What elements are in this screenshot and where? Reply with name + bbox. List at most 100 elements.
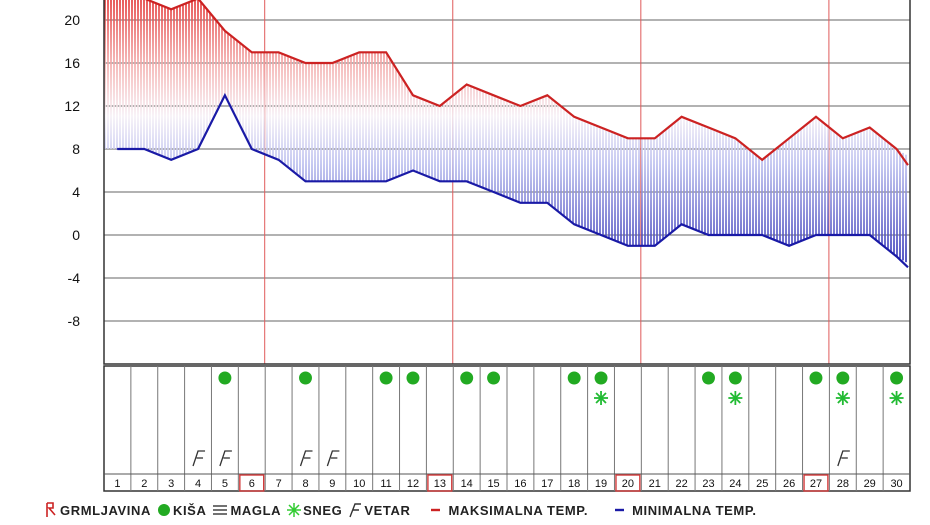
rain-icon	[567, 371, 581, 385]
day-label: 16	[514, 478, 526, 490]
legend-item: MAGLA	[212, 503, 281, 518]
data-point	[439, 105, 441, 107]
legend-label: GRMLJAVINA	[60, 502, 151, 518]
y-tick-label: 8	[72, 141, 80, 157]
data-point	[116, 148, 119, 150]
wind-icon	[299, 450, 313, 467]
data-point	[600, 234, 602, 236]
data-point	[627, 244, 629, 247]
day-label: 24	[729, 478, 741, 490]
data-point	[331, 62, 334, 64]
snow-icon	[594, 391, 609, 405]
wind-stroke	[299, 450, 313, 467]
day-label: 3	[168, 478, 174, 490]
day-label: 21	[649, 478, 661, 490]
day-label: 9	[329, 478, 335, 490]
legend-item: MINIMALNA TEMP.	[610, 503, 757, 518]
plot-frame	[103, 0, 911, 365]
data-point	[788, 244, 790, 247]
data-point	[573, 115, 575, 118]
day-label: 29	[864, 478, 876, 490]
data-point	[707, 126, 710, 129]
rain-icon	[728, 371, 742, 385]
day-label: 7	[276, 478, 282, 490]
data-point	[412, 94, 414, 97]
data-point	[224, 94, 226, 97]
weekend-day-box	[803, 474, 829, 492]
legend-label: VETAR	[364, 502, 411, 518]
data-point	[465, 83, 468, 86]
weather-panel	[103, 365, 911, 492]
y-tick-label: 4	[72, 184, 80, 200]
data-point	[519, 105, 522, 107]
snow-icon	[835, 391, 850, 405]
data-point	[734, 137, 737, 140]
data-point	[546, 94, 549, 97]
legend-label: SNEG	[303, 502, 343, 518]
weekend-day-box	[615, 474, 641, 492]
y-tick-label: 20	[64, 12, 80, 28]
rain-icon	[460, 371, 474, 385]
weekend-day-box	[239, 474, 265, 492]
day-label: 1	[114, 478, 120, 490]
data-point	[868, 234, 871, 236]
data-point	[761, 234, 764, 236]
legend-item: VETAR	[348, 502, 410, 518]
day-label: 28	[837, 478, 849, 490]
data-point	[304, 62, 307, 64]
data-point	[842, 137, 844, 140]
rain-icon	[890, 371, 904, 385]
temperature-lines	[116, 0, 909, 269]
wind-stroke	[192, 450, 206, 467]
data-point	[653, 244, 656, 247]
data-point	[331, 180, 334, 183]
data-point	[895, 255, 898, 258]
wind-stroke	[326, 450, 340, 467]
wind-stroke	[219, 450, 232, 467]
data-point	[170, 8, 172, 11]
snow-stroke	[595, 392, 607, 404]
rain-icon	[379, 371, 393, 385]
max-temp-line-icon	[426, 505, 448, 515]
fog-icon	[212, 504, 230, 516]
wind-icon	[192, 450, 206, 467]
data-point	[868, 126, 871, 129]
day-label: 30	[890, 478, 902, 490]
min-temp-line-icon	[610, 505, 632, 515]
snow-icon	[728, 391, 743, 405]
data-point	[573, 223, 575, 226]
wind-icon	[348, 502, 364, 518]
legend-item: SNEG	[287, 503, 342, 518]
data-point	[358, 51, 361, 54]
data-point	[600, 126, 602, 129]
data-point	[627, 137, 629, 140]
data-point	[304, 180, 307, 183]
rain-icon	[836, 371, 850, 385]
snow-icon	[287, 503, 303, 517]
data-point	[546, 201, 549, 204]
legend: GRMLJAVINA KIŠA MAGLA SNEG VETAR MAKSIMALNA T…	[44, 500, 763, 520]
y-tick-label: 16	[64, 55, 80, 71]
data-point	[653, 137, 656, 140]
rain-icon	[218, 371, 232, 385]
data-point	[224, 29, 226, 32]
wind-icon	[326, 450, 340, 467]
y-tick-label: 12	[64, 98, 80, 114]
day-label: 14	[461, 478, 473, 490]
snow-stroke	[837, 392, 849, 404]
rain-icon	[487, 371, 501, 385]
thunderstorm-icon	[44, 502, 60, 518]
rain-icon	[299, 371, 312, 385]
data-point	[761, 158, 764, 161]
data-point	[170, 158, 172, 161]
rain-icon	[702, 371, 715, 385]
day-label: 23	[702, 478, 714, 490]
day-label: 19	[595, 478, 607, 490]
data-point	[788, 137, 790, 140]
data-point	[385, 180, 387, 183]
snow-icon	[889, 391, 904, 405]
day-label: 22	[676, 478, 688, 490]
data-point	[439, 180, 441, 183]
snow-stroke	[890, 392, 903, 404]
